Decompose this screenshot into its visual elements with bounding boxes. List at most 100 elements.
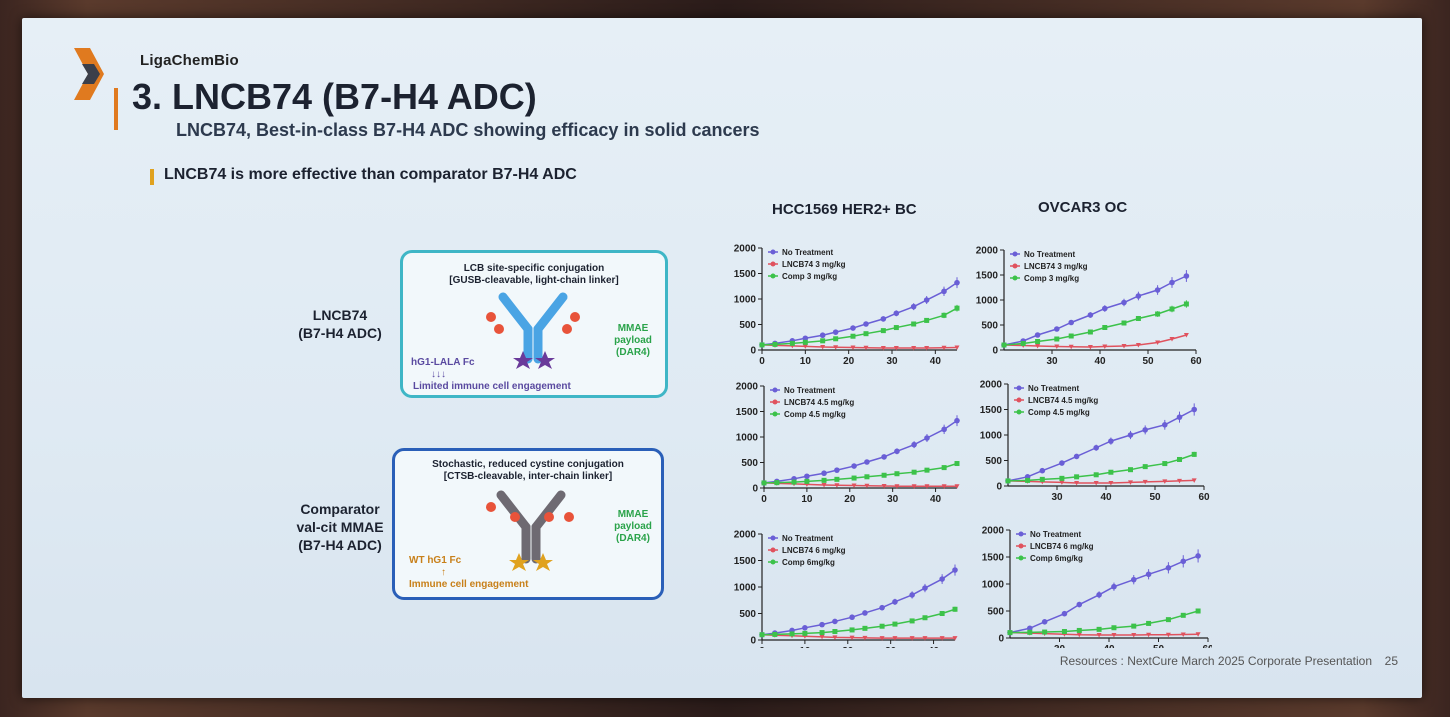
data-point [922, 636, 928, 641]
data-point [941, 312, 947, 318]
data-point [1093, 472, 1099, 478]
column-header-hcc1569: HCC1569 HER2+ BC [772, 201, 917, 218]
fc-label: WT hG1 Fc [409, 555, 462, 566]
data-point [821, 482, 827, 488]
payload-label: MMAE payload (DAR4) [603, 323, 663, 359]
data-point [1027, 625, 1033, 632]
data-point [849, 635, 855, 641]
data-point [911, 321, 917, 327]
antibody-lncb74-icon [486, 292, 580, 369]
x-tick-label: 20 [844, 494, 856, 505]
data-point [802, 344, 808, 349]
data-point [1183, 301, 1189, 307]
data-point [924, 317, 930, 323]
row-label-line: LNCB74 [312, 307, 368, 323]
series-line [763, 420, 958, 484]
data-point [1087, 312, 1094, 318]
data-point [1001, 342, 1007, 348]
data-point [1096, 592, 1102, 598]
series-line [1007, 408, 1195, 482]
x-tick-label: 10 [801, 494, 813, 505]
y-tick-label: 1500 [736, 407, 759, 418]
data-point [761, 480, 767, 486]
x-tick-label: 20 [843, 356, 855, 367]
x-tick-label: 40 [930, 494, 942, 505]
data-point [863, 321, 869, 327]
data-point [1096, 633, 1102, 638]
data-point [1121, 344, 1127, 349]
legend-marker [1016, 397, 1022, 403]
x-tick-label: 10 [800, 356, 812, 367]
footer-resources: Resources : NextCure March 2025 Corporat… [1059, 654, 1372, 668]
data-point [894, 484, 900, 489]
data-point [1093, 480, 1099, 486]
data-point [1020, 341, 1026, 346]
data-point [819, 332, 826, 339]
data-point [850, 333, 856, 339]
data-point [1059, 460, 1065, 466]
legend-marker [770, 249, 776, 255]
data-point [819, 621, 825, 628]
data-point [832, 618, 838, 625]
data-point [954, 279, 960, 286]
data-point [1042, 629, 1048, 635]
legend-entry: LNCB74 3 mg/kg [1024, 262, 1088, 271]
arrow-up-icon: ↑ [441, 567, 446, 578]
legend-entry: Comp 6mg/kg [782, 558, 835, 567]
data-point [880, 345, 886, 351]
data-point [909, 636, 915, 641]
data-point [834, 467, 840, 473]
data-point [1005, 478, 1011, 484]
legend-marker [770, 273, 776, 279]
y-tick-label: 1000 [982, 580, 1005, 591]
y-tick-label: 0 [750, 346, 756, 357]
data-point [774, 480, 780, 486]
data-point [1059, 480, 1065, 485]
data-point [802, 339, 808, 345]
card-title-line: [CTSB-cleavable, inter-chain linker] [443, 471, 613, 482]
data-point [1180, 632, 1186, 637]
lncb74-structure-card: LCB site-specific conjugation [GUSB-clea… [400, 250, 668, 398]
chart-panel: 0 500 1000 1500 2000 30 40 50 60 No Treatment LNCB… [982, 526, 1212, 649]
presentation-slide: LigaChemBio 3. LNCB74 (B7-H4 ADC) LNCB74… [22, 18, 1422, 698]
data-point [1061, 610, 1068, 617]
data-point [1131, 623, 1137, 629]
y-tick-label: 0 [750, 636, 756, 647]
data-point [941, 484, 947, 489]
y-tick-label: 1000 [736, 433, 759, 444]
x-tick-label: 50 [1149, 492, 1161, 503]
data-point [1068, 319, 1074, 326]
data-point [1039, 476, 1045, 482]
data-point [881, 472, 887, 478]
data-point [1035, 344, 1041, 349]
row-label-line: val-cit MMAE [296, 519, 384, 535]
payload-line: payload [614, 521, 652, 532]
legend-marker [1012, 251, 1018, 257]
data-point [864, 459, 870, 465]
data-point [1155, 340, 1161, 345]
data-point [1183, 333, 1189, 338]
data-point [863, 331, 869, 337]
y-tick-label: 1000 [734, 583, 757, 594]
data-point [1039, 467, 1046, 474]
y-tick-label: 0 [752, 484, 758, 495]
data-point [881, 454, 887, 460]
legend-marker [770, 559, 776, 565]
data-point [772, 631, 778, 637]
y-tick-label: 1500 [734, 556, 757, 567]
chart-panel: 0 500 1000 1500 2000 30 40 50 60 No Treatment LNCB… [980, 380, 1210, 504]
series-line [1003, 334, 1187, 348]
data-point [910, 303, 917, 310]
data-point [1074, 480, 1080, 486]
legend-marker [1012, 263, 1018, 269]
x-tick-label: 60 [1190, 356, 1202, 367]
y-tick-label: 500 [987, 607, 1004, 618]
x-tick-label: 30 [1054, 644, 1066, 648]
data-point [1145, 571, 1152, 578]
x-tick-label: 30 [885, 646, 897, 648]
data-point [1061, 629, 1067, 635]
data-point [1128, 480, 1133, 485]
data-point [802, 630, 808, 636]
data-point [1096, 626, 1102, 632]
data-point [1146, 632, 1152, 638]
